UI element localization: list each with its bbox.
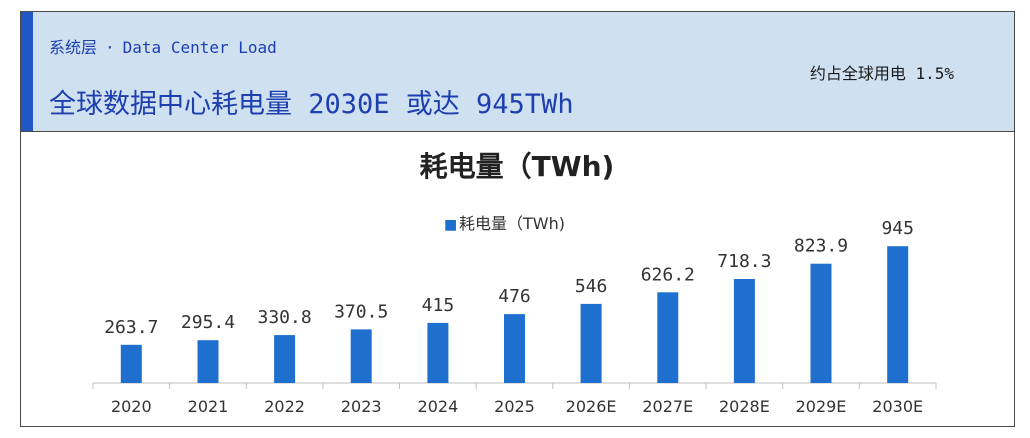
data-label-2025: 476: [498, 286, 531, 307]
x-tick-label-2028E: 2028E: [719, 397, 770, 416]
x-tick-label-2024: 2024: [418, 397, 459, 416]
chart-legend: ■ 耗电量（TWh): [444, 214, 565, 233]
bar-2020: [120, 344, 142, 383]
legend-label: 耗电量（TWh): [459, 214, 565, 233]
data-label-2022: 330.8: [258, 307, 312, 328]
x-axis-labels: 2020 2021 2022 2023 2024 2025 2026E 2027E 2028E 2…: [111, 397, 923, 416]
data-label-2021: 295.4: [181, 312, 235, 333]
chart-card: 系统层 · Data Center Load 全球数据中心耗电量 2030E 或达 …: [20, 11, 1015, 427]
header-banner: 系统层 · Data Center Load 全球数据中心耗电量 2030E 或达 …: [21, 12, 1014, 132]
x-tick-label-2026E: 2026E: [566, 397, 617, 416]
x-tick-label-2022: 2022: [264, 397, 305, 416]
bar-2028E: [733, 279, 755, 383]
bars-group: [120, 246, 909, 383]
x-tick-label-2023: 2023: [341, 397, 382, 416]
bar-2026E: [580, 303, 602, 383]
data-label-2027E: 626.2: [641, 264, 695, 285]
bar-2030E: [887, 246, 909, 383]
bar-2021: [197, 340, 219, 383]
bar-2023: [350, 329, 372, 383]
side-note: 约占全球用电 1.5%: [809, 64, 954, 83]
header-kicker: 系统层 · Data Center Load: [49, 34, 277, 58]
x-axis-ticks: [92, 383, 937, 389]
bar-2027E: [657, 292, 679, 383]
page-title: 全球数据中心耗电量 2030E 或达 945TWh: [49, 89, 574, 120]
data-label-2020: 263.7: [104, 317, 158, 338]
x-tick-label-2029E: 2029E: [796, 397, 847, 416]
bar-chart: 耗电量（TWh) ■ 耗电量（TWh) 2020 2021 2022 2023 2024…: [92, 150, 937, 416]
data-label-2029E: 823.9: [794, 236, 848, 257]
x-tick-label-2020: 2020: [111, 397, 152, 416]
kicker-separator: ·: [105, 38, 115, 57]
data-label-2028E: 718.3: [717, 251, 771, 272]
x-tick-label-2025: 2025: [494, 397, 535, 416]
kicker-category: 系统层: [49, 38, 98, 57]
data-label-2026E: 546: [575, 276, 608, 297]
data-label-2030E: 945: [881, 218, 914, 239]
x-tick-label-2027E: 2027E: [642, 397, 693, 416]
x-tick-label-2021: 2021: [188, 397, 229, 416]
bar-2022: [274, 335, 296, 383]
legend-marker: ■: [444, 217, 457, 233]
data-labels: 263.7 295.4 330.8 370.5 415 476 546 626.2 718.3 8…: [104, 218, 914, 338]
x-tick-label-2030E: 2030E: [872, 397, 923, 416]
bar-2024: [427, 322, 449, 383]
bar-2029E: [810, 263, 832, 383]
bar-2025: [504, 314, 525, 383]
header-accent-bar: [21, 12, 33, 131]
kicker-subject: Data Center Load: [122, 38, 277, 57]
data-label-2023: 370.5: [334, 301, 388, 322]
chart-title: 耗电量（TWh): [420, 150, 615, 183]
data-label-2024: 415: [422, 295, 455, 316]
